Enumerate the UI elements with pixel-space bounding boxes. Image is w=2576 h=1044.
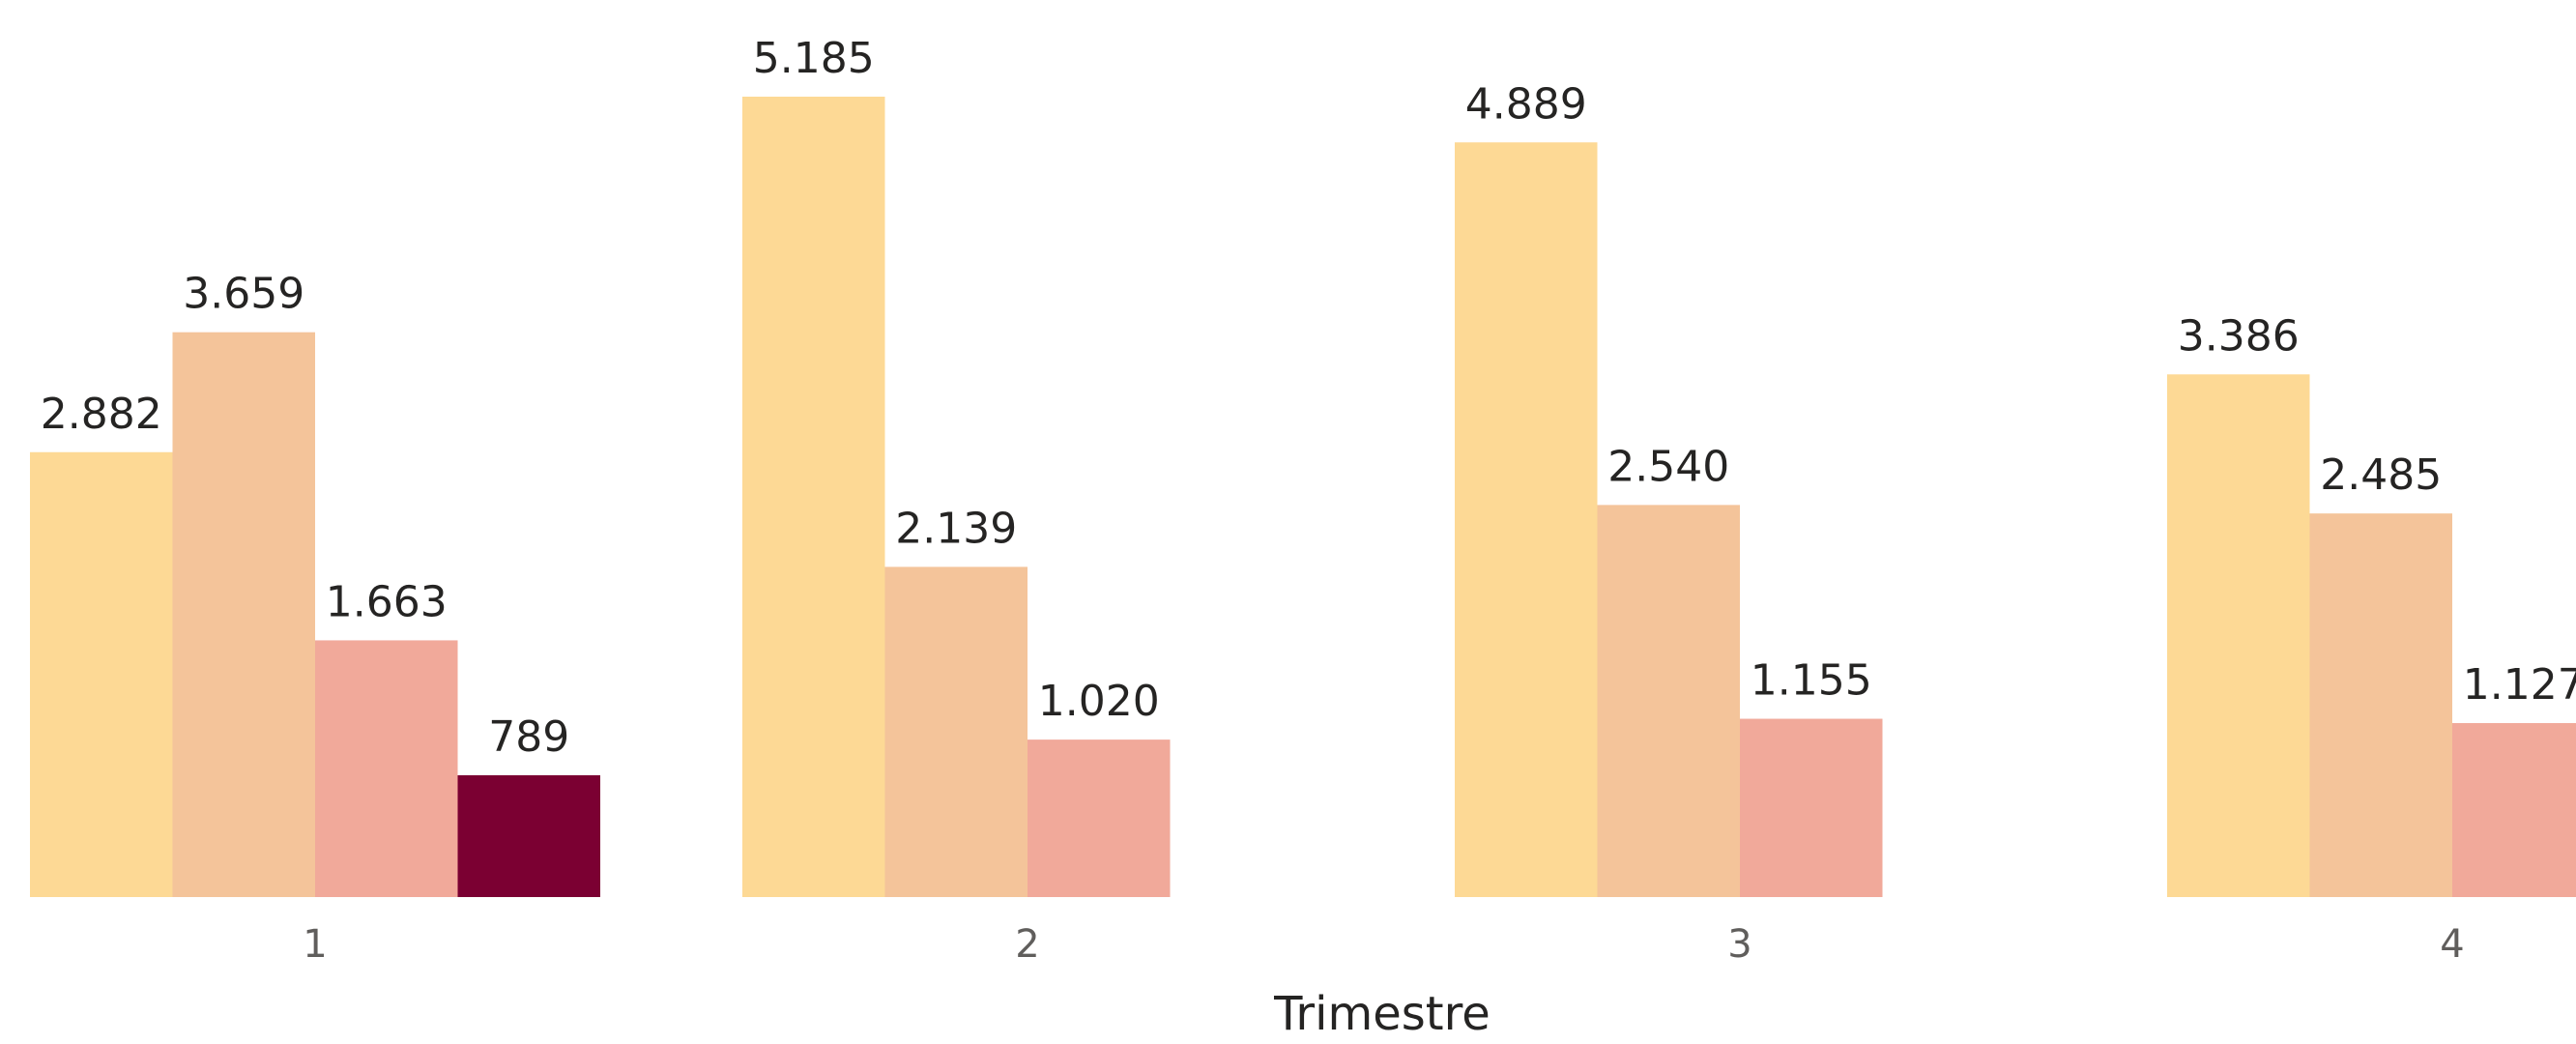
bar-q3-series3[interactable]	[1740, 718, 1883, 897]
bar-q3-series1[interactable]	[1455, 142, 1598, 897]
bar-q4-series1[interactable]	[2167, 374, 2310, 897]
bar-q4-series2[interactable]	[2309, 513, 2453, 897]
data-label-q2-series3: 1.020	[1038, 677, 1160, 726]
x-axis-title: Trimestre	[1273, 987, 1491, 1041]
bar-q1-series1[interactable]	[30, 451, 173, 897]
bar-q3-series2[interactable]	[1597, 505, 1741, 897]
bar-q1-series2[interactable]	[172, 332, 316, 898]
data-label-q1-series4: 789	[488, 712, 569, 762]
x-tick-label-4: 4	[2440, 922, 2464, 967]
bar-q2-series2[interactable]	[884, 566, 1028, 897]
bar-q1-series3[interactable]	[315, 640, 458, 897]
data-label-q4-series3: 1.127	[2463, 660, 2576, 710]
data-label-q1-series3: 1.663	[326, 577, 448, 626]
data-label-q4-series1: 3.386	[2178, 311, 2300, 361]
value-labels-layer: 2.882 3.659 1.663 789 5.185 2.139 1.020 4.889 2.…	[41, 34, 2576, 762]
data-label-q1-series1: 2.882	[41, 390, 162, 439]
data-label-q2-series2: 2.139	[895, 504, 1017, 553]
data-label-q1-series2: 3.659	[183, 270, 304, 319]
bars-layer	[30, 97, 2576, 898]
data-label-q3-series2: 2.540	[1607, 442, 1729, 491]
bar-q2-series1[interactable]	[742, 97, 885, 897]
x-tick-label-3: 3	[1727, 922, 1751, 967]
data-label-q3-series3: 1.155	[1751, 656, 1872, 706]
x-tick-labels-layer: 1 2 3 4	[303, 922, 2464, 967]
data-label-q4-series2: 2.485	[2320, 450, 2442, 500]
x-tick-label-1: 1	[303, 922, 327, 967]
x-tick-label-2: 2	[1015, 922, 1039, 967]
bar-q1-series4[interactable]	[457, 775, 601, 897]
data-label-q2-series1: 5.185	[753, 34, 875, 83]
bar-q4-series3[interactable]	[2452, 723, 2576, 897]
data-label-q3-series1: 4.889	[1465, 79, 1587, 129]
bar-q2-series3[interactable]	[1028, 740, 1171, 897]
